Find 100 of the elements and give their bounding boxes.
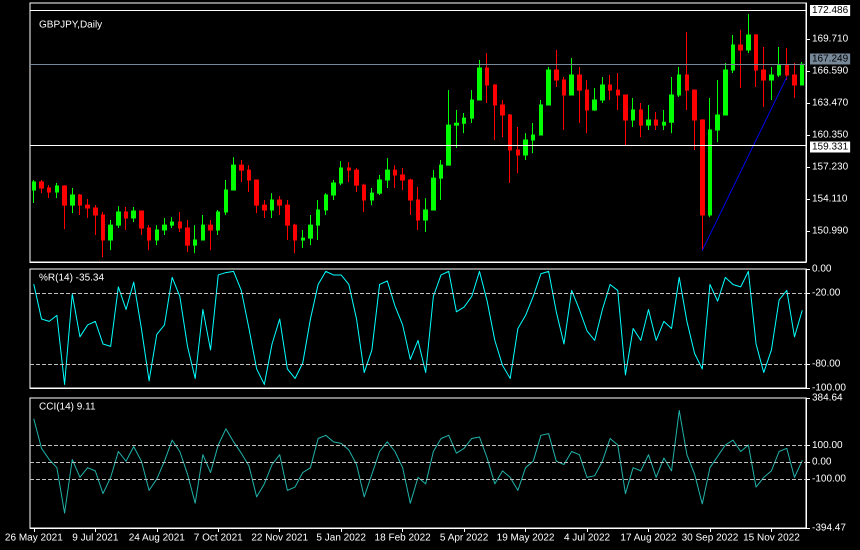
candlestick (662, 109, 666, 130)
y-tick-label: -100.00 (812, 382, 846, 394)
candlestick (170, 216, 174, 229)
candlestick (715, 80, 720, 143)
candlestick (761, 46, 766, 108)
ref-line-label: 159.331 (812, 142, 849, 153)
candlestick (185, 220, 190, 253)
y-tick-label: -100.00 (812, 473, 846, 484)
candlestick (554, 49, 559, 88)
candlestick (577, 66, 582, 124)
candlestick (654, 112, 658, 130)
candlestick (193, 224, 197, 254)
candlestick (131, 206, 136, 222)
y-tick-label: -20.00 (812, 287, 841, 298)
candlestick (316, 200, 320, 241)
candlestick (116, 206, 121, 229)
candlestick (446, 90, 451, 166)
candlestick (785, 48, 789, 81)
candlestick (600, 76, 605, 104)
x-tick-label: 22 Nov 2021 (251, 532, 308, 544)
candlestick (362, 183, 366, 213)
candlestick (470, 90, 474, 124)
x-tick-label: 9 Jul 2021 (72, 532, 119, 544)
candlestick (262, 200, 267, 218)
ref-line-label: 172.486 (812, 4, 849, 16)
x-tick-label: 17 Aug 2022 (620, 532, 678, 544)
y-tick-label: 166.590 (812, 66, 849, 77)
candlestick (354, 168, 359, 193)
candlestick (400, 168, 405, 190)
candlestick (800, 61, 804, 86)
candlestick (201, 214, 205, 241)
candlestick (101, 212, 105, 258)
candlestick (754, 33, 758, 88)
candlestick (93, 204, 98, 236)
candlestick (301, 229, 305, 249)
x-tick-label: 18 Feb 2022 (374, 532, 432, 544)
candlestick (347, 162, 351, 182)
candlestick (646, 104, 651, 130)
candlestick (416, 186, 420, 230)
y-tick-label: -80.00 (812, 358, 841, 370)
candlestick (493, 84, 497, 141)
candlestick (746, 13, 751, 54)
candlestick (247, 164, 251, 193)
y-tick-label: 0.00 (812, 264, 832, 274)
y-tick-label: 100.00 (812, 440, 844, 451)
candlestick (70, 188, 75, 214)
candlestick (631, 97, 635, 128)
candlestick (562, 76, 566, 130)
candlestick (277, 196, 282, 216)
candlestick (370, 188, 374, 206)
candlestick (692, 88, 697, 150)
x-tick-label: 7 Oct 2021 (194, 532, 244, 544)
candlestick (385, 158, 390, 189)
candlestick (439, 160, 443, 201)
candlestick (723, 62, 728, 116)
candlestick (254, 180, 259, 214)
candlestick (539, 100, 543, 136)
candlestick (608, 74, 612, 101)
y-tick-label: -394.47 (812, 522, 846, 534)
candlestick (523, 132, 528, 161)
candlestick (147, 224, 151, 251)
candlestick (393, 164, 397, 189)
y-tick-label: 384.64 (812, 392, 844, 404)
candlestick (408, 178, 413, 216)
candlestick (324, 192, 328, 216)
candlestick (477, 60, 482, 101)
y-tick-label: 154.110 (812, 194, 848, 205)
candlestick (769, 66, 774, 101)
candlestick (139, 210, 144, 236)
chart-title: %R(14) -35.34 (39, 272, 104, 284)
x-tick-label: 19 May 2022 (496, 532, 555, 544)
candlestick (62, 184, 67, 230)
candlestick (616, 72, 620, 110)
candlestick (685, 32, 689, 110)
candlestick (639, 102, 643, 138)
candlestick (516, 126, 520, 174)
candlestick (231, 156, 236, 190)
x-tick-label: 26 May 2021 (4, 532, 64, 544)
candlestick (55, 182, 59, 199)
candlestick (585, 80, 589, 134)
candlestick (792, 62, 797, 98)
candlestick (85, 198, 90, 218)
candlestick (155, 224, 159, 246)
candlestick (485, 52, 489, 104)
candlestick (308, 214, 313, 246)
candlestick (124, 206, 128, 230)
ref-line-label: 167.249 (812, 53, 849, 64)
chart-title: CCI(14) 9.11 (39, 402, 96, 412)
candlestick (569, 57, 574, 96)
x-tick-label: 24 Aug 2021 (128, 532, 186, 544)
candlestick (293, 223, 297, 254)
candlestick (377, 174, 382, 196)
candlestick (454, 109, 459, 149)
candlestick (285, 200, 290, 241)
y-tick-label: 169.710 (812, 34, 849, 45)
candlestick (669, 76, 674, 134)
candlestick (700, 118, 705, 251)
y-tick-label: 0.00 (812, 456, 832, 468)
candlestick (216, 209, 220, 236)
candlestick (546, 66, 551, 106)
